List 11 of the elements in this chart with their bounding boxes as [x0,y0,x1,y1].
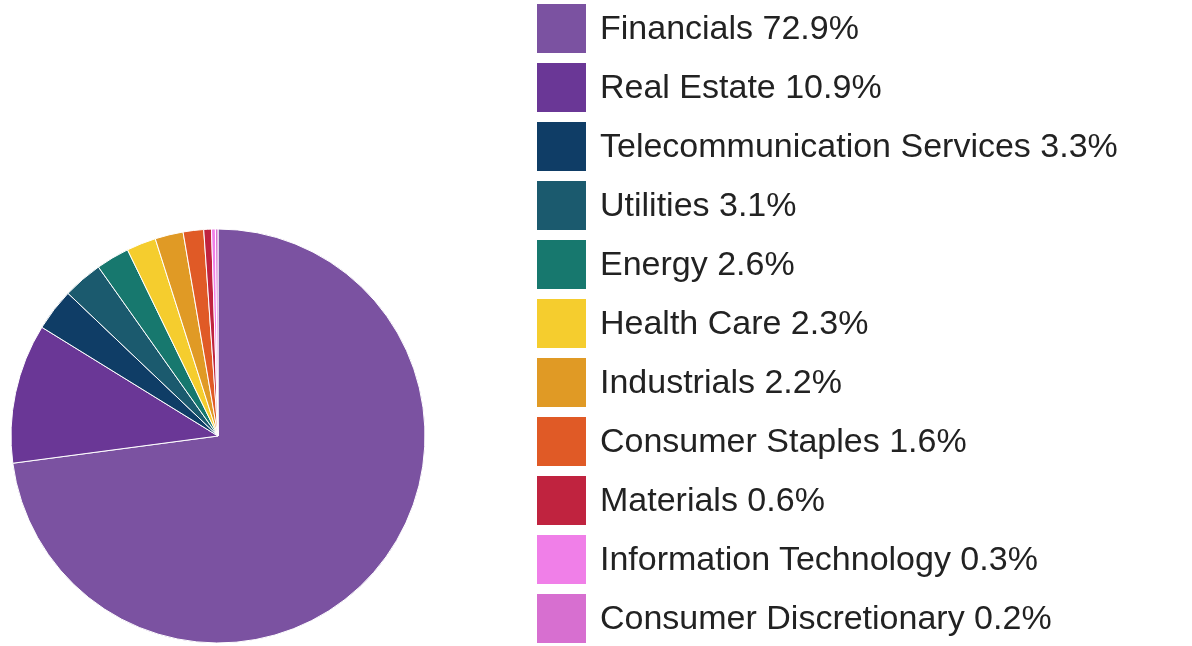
legend-label: Health Care 2.3% [600,302,869,341]
legend-label: Consumer Staples 1.6% [600,420,967,459]
legend-label: Industrials 2.2% [600,361,842,400]
legend-label: Real Estate 10.9% [600,66,882,105]
legend-label: Materials 0.6% [600,479,825,518]
legend-label: Utilities 3.1% [600,184,797,223]
legend-label: Energy 2.6% [600,243,795,282]
legend-label: Telecommunication Services 3.3% [600,125,1118,164]
legend-label: Financials 72.9% [600,7,859,46]
legend-label: Consumer Discretionary 0.2% [600,597,1052,636]
legend-label: Information Technology 0.3% [600,538,1038,577]
